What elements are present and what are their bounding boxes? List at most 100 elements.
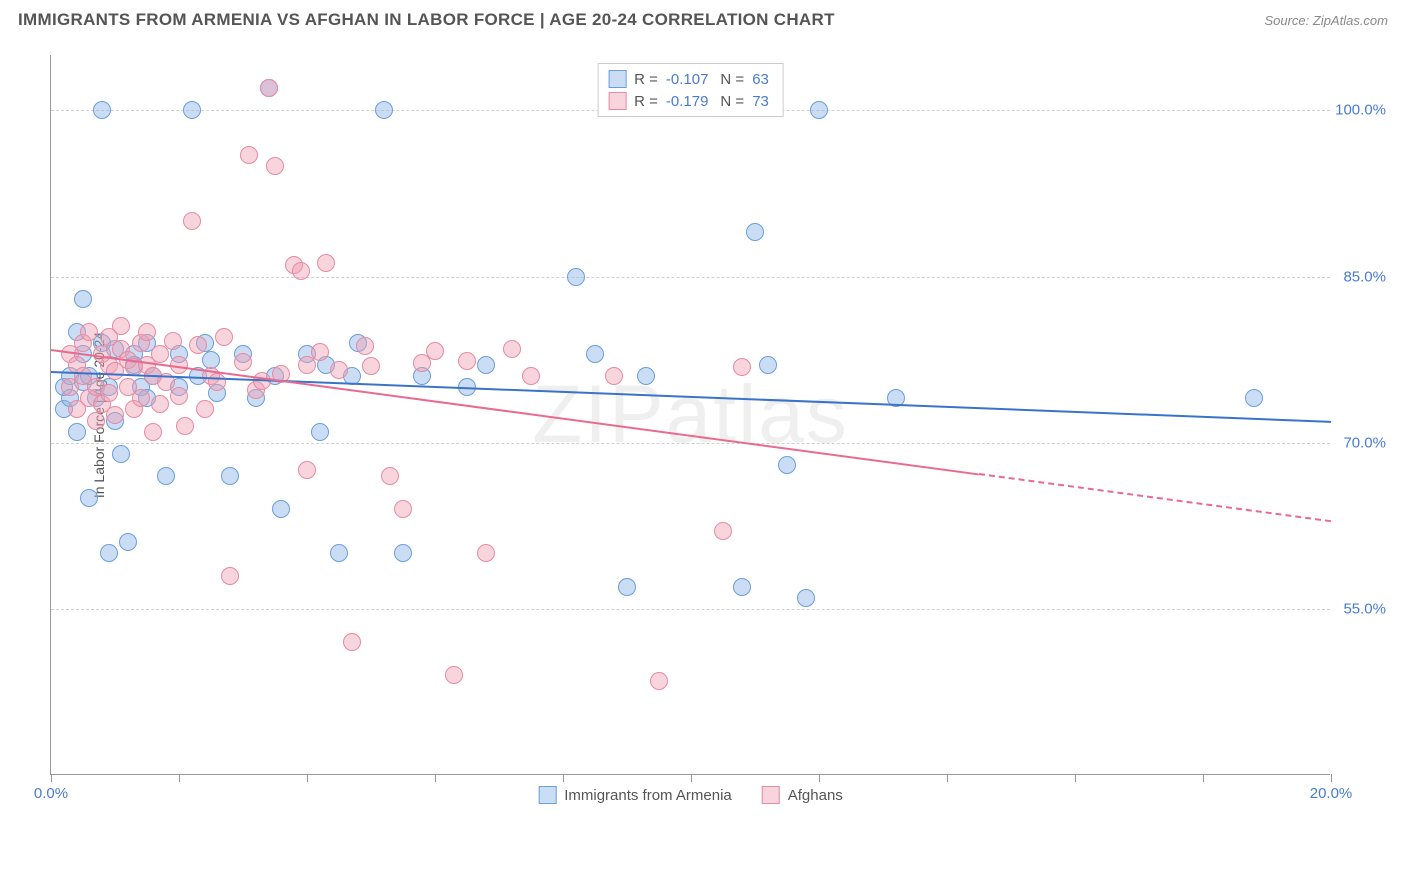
data-point [189, 336, 207, 354]
correlation-legend: R =-0.107N =63R =-0.179N =73 [597, 63, 784, 117]
data-point [311, 343, 329, 361]
x-tick [307, 774, 308, 782]
data-point [650, 672, 668, 690]
data-point [215, 328, 233, 346]
data-point [151, 395, 169, 413]
legend-r-value: -0.179 [666, 93, 709, 110]
data-point [477, 544, 495, 562]
data-point [586, 345, 604, 363]
data-point [778, 456, 796, 474]
trend-line [979, 473, 1331, 522]
legend-n-value: 63 [752, 71, 769, 88]
data-point [240, 146, 258, 164]
x-tick [1075, 774, 1076, 782]
data-point [74, 290, 92, 308]
y-tick-label: 55.0% [1343, 600, 1386, 617]
data-point [1245, 389, 1263, 407]
chart-title: IMMIGRANTS FROM ARMENIA VS AFGHAN IN LAB… [18, 10, 835, 30]
data-point [112, 317, 130, 335]
legend-item: Immigrants from Armenia [538, 786, 732, 804]
data-point [266, 157, 284, 175]
data-point [311, 423, 329, 441]
legend-n-label: N = [720, 93, 744, 110]
trend-line [51, 349, 979, 475]
data-point [202, 351, 220, 369]
grid-line [51, 609, 1330, 610]
data-point [106, 406, 124, 424]
x-tick-label: 20.0% [1310, 785, 1353, 802]
x-tick [819, 774, 820, 782]
x-tick [51, 774, 52, 782]
data-point [797, 589, 815, 607]
data-point [80, 323, 98, 341]
series-legend: Immigrants from Armenia Afghans [538, 786, 843, 804]
data-point [260, 79, 278, 97]
data-point [330, 544, 348, 562]
data-point [183, 101, 201, 119]
data-point [362, 357, 380, 375]
data-point [381, 467, 399, 485]
x-tick [179, 774, 180, 782]
x-tick [947, 774, 948, 782]
data-point [733, 578, 751, 596]
data-point [343, 633, 361, 651]
data-point [458, 352, 476, 370]
data-point [87, 412, 105, 430]
x-tick [1203, 774, 1204, 782]
y-tick-label: 100.0% [1335, 102, 1386, 119]
data-point [330, 361, 348, 379]
data-point [375, 101, 393, 119]
data-point [183, 212, 201, 230]
data-point [100, 544, 118, 562]
x-tick [1331, 774, 1332, 782]
data-point [292, 262, 310, 280]
data-point [394, 500, 412, 518]
data-point [298, 461, 316, 479]
legend-swatch [608, 70, 626, 88]
data-point [119, 533, 137, 551]
source-credit: Source: ZipAtlas.com [1264, 13, 1388, 28]
legend-row: R =-0.107N =63 [608, 68, 773, 90]
legend-swatch [608, 92, 626, 110]
data-point [132, 389, 150, 407]
data-point [144, 423, 162, 441]
data-point [112, 445, 130, 463]
data-point [170, 387, 188, 405]
data-point [196, 400, 214, 418]
data-point [759, 356, 777, 374]
data-point [810, 101, 828, 119]
data-point [394, 544, 412, 562]
legend-row: R =-0.179N =73 [608, 90, 773, 112]
data-point [356, 337, 374, 355]
data-point [221, 567, 239, 585]
legend-r-label: R = [634, 71, 658, 88]
data-point [68, 423, 86, 441]
data-point [445, 666, 463, 684]
data-point [605, 367, 623, 385]
data-point [618, 578, 636, 596]
data-point [93, 101, 111, 119]
legend-n-value: 73 [752, 93, 769, 110]
x-tick [563, 774, 564, 782]
data-point [746, 223, 764, 241]
data-point [164, 332, 182, 350]
data-point [637, 367, 655, 385]
watermark: ZIPatlas [532, 368, 849, 462]
y-tick-label: 70.0% [1343, 434, 1386, 451]
grid-line [51, 277, 1330, 278]
legend-n-label: N = [720, 71, 744, 88]
grid-line [51, 443, 1330, 444]
data-point [176, 417, 194, 435]
legend-item: Afghans [762, 786, 843, 804]
data-point [80, 489, 98, 507]
x-tick [435, 774, 436, 782]
data-point [714, 522, 732, 540]
data-point [234, 353, 252, 371]
data-point [208, 373, 226, 391]
legend-swatch [538, 786, 556, 804]
trend-line [51, 371, 1331, 423]
data-point [567, 268, 585, 286]
data-point [733, 358, 751, 376]
y-tick-label: 85.0% [1343, 268, 1386, 285]
data-point [522, 367, 540, 385]
